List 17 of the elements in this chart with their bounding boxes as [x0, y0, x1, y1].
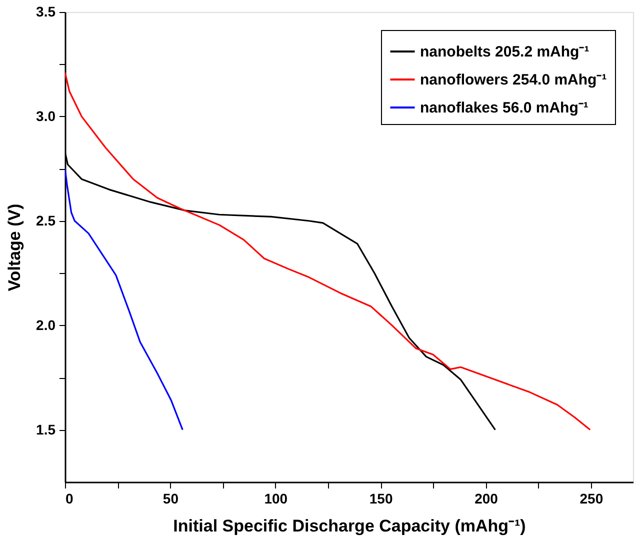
x-tick-label: 200 [474, 490, 498, 506]
y-tick-label: 1.5 [36, 421, 56, 438]
y-tick-label: 2.5 [36, 212, 56, 228]
y-tick-label: 3.5 [36, 4, 56, 20]
x-axis-title: Initial Specific Discharge Capacity (mAhg⁻¹) [173, 516, 526, 536]
line-series [65, 168, 184, 431]
x-tick-label: 100 [264, 490, 288, 506]
legend-label: nanoflakes 56.0 mAhg⁻¹ [420, 100, 588, 116]
x-tick-label: 150 [369, 490, 393, 506]
x-tick-label: 0 [66, 490, 74, 506]
x-tick-label: 250 [580, 490, 604, 506]
legend-label: nanoflowers 254.0 mAhg⁻¹ [420, 72, 607, 88]
y-tick-label: 3.0 [36, 108, 56, 124]
legend-label: nanobelts 205.2 mAhg⁻¹ [420, 44, 590, 60]
y-axis-title: Voltage (V) [5, 204, 24, 292]
x-tick-label: 50 [162, 490, 179, 506]
y-tick-label: 2.0 [36, 316, 56, 333]
